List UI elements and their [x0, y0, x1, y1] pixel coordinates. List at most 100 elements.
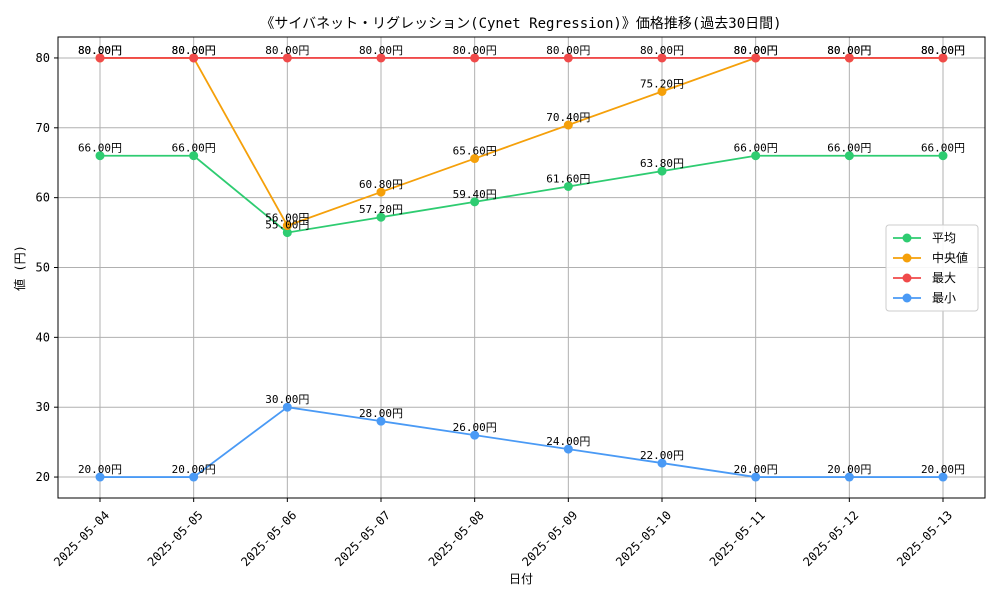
x-tick-label: 2025-05-09: [519, 508, 580, 569]
data-point-最小: [563, 444, 573, 454]
y-tick-label: 80: [36, 51, 50, 65]
data-point-中央値: [657, 86, 667, 96]
legend-label: 最大: [932, 271, 956, 285]
data-point-最大: [657, 53, 667, 63]
x-tick-label: 2025-05-07: [332, 508, 393, 569]
series-line-中央値: [100, 57, 943, 227]
y-tick-label: 20: [36, 470, 50, 484]
data-point-最大: [470, 53, 480, 63]
data-label: 24.00円: [546, 435, 590, 448]
data-label: 80.00円: [827, 44, 871, 57]
y-tick-label: 40: [36, 330, 50, 344]
data-point-最大: [95, 53, 105, 63]
data-point-最小: [282, 402, 292, 412]
data-point-最小: [189, 472, 199, 482]
data-point-最大: [189, 53, 199, 63]
data-label: 70.40円: [546, 111, 590, 124]
data-label: 20.00円: [172, 463, 216, 476]
data-point-平均: [282, 228, 292, 238]
data-label: 80.00円: [640, 44, 684, 57]
data-label: 20.00円: [827, 463, 871, 476]
y-axis-label: 値 (円): [12, 245, 27, 291]
data-point-最小: [470, 430, 480, 440]
data-point-最大: [563, 53, 573, 63]
data-label: 20.00円: [78, 463, 122, 476]
data-point-最大: [282, 53, 292, 63]
series-line-最小: [100, 406, 943, 478]
data-label: 80.00円: [453, 44, 497, 57]
data-point-最小: [938, 472, 948, 482]
data-point-中央値: [563, 120, 573, 130]
series-line-平均: [100, 154, 943, 234]
x-axis-label: 日付: [509, 572, 533, 586]
data-label: 80.00円: [78, 44, 122, 57]
data-label: 26.00円: [453, 421, 497, 434]
data-point-平均: [189, 151, 199, 161]
data-label: 80.00円: [265, 44, 309, 57]
data-point-最小: [657, 458, 667, 468]
x-tick-label: 2025-05-08: [426, 508, 487, 569]
x-tick-label: 2025-05-11: [707, 508, 768, 569]
data-label: 80.00円: [827, 44, 871, 57]
data-point-最小: [751, 472, 761, 482]
data-label: 66.00円: [172, 142, 216, 155]
legend-label: 平均: [932, 231, 956, 245]
legend-marker: [902, 253, 912, 263]
data-label: 22.00円: [640, 449, 684, 462]
data-label: 59.40円: [453, 188, 497, 201]
data-label: 80.00円: [78, 44, 122, 57]
legend-marker: [902, 233, 912, 243]
data-labels: 66.00円 66.00円 55.00円 57.20円 59.40円 61.60円 63.8…: [78, 44, 965, 476]
data-label: 66.00円: [921, 142, 965, 155]
x-axis-ticks: 2025-05-04 2025-05-05 2025-05-06 2025-05-07…: [51, 498, 955, 569]
x-tick-label: 2025-05-10: [613, 508, 674, 569]
data-point-平均: [563, 181, 573, 191]
data-label: 80.00円: [734, 44, 778, 57]
legend-box: [885, 224, 979, 312]
data-label: 61.60円: [546, 172, 590, 185]
y-tick-label: 60: [36, 191, 50, 205]
legend-marker: [902, 293, 912, 303]
data-label: 80.00円: [172, 44, 216, 57]
data-label: 66.00円: [827, 142, 871, 155]
chart-title: 《サイバネット・リグレッション(Cynet Regression)》価格推移(過…: [260, 16, 781, 32]
legend-label: 中央値: [932, 250, 968, 265]
x-tick-label: 2025-05-06: [238, 508, 299, 569]
data-label: 56.00円: [265, 212, 309, 225]
data-point-平均: [657, 166, 667, 176]
x-tick-label: 2025-05-12: [800, 508, 861, 569]
data-point-中央値: [376, 187, 386, 197]
grid: [58, 37, 985, 498]
data-label: 80.00円: [172, 44, 216, 57]
y-tick-label: 70: [36, 121, 50, 135]
data-point-最大: [938, 53, 948, 63]
x-tick-label: 2025-05-04: [51, 508, 112, 569]
data-label: 80.00円: [359, 44, 403, 57]
data-label: 80.00円: [921, 44, 965, 57]
data-point-中央値: [470, 154, 480, 164]
data-label: 63.80円: [640, 157, 684, 170]
y-tick-label: 50: [36, 261, 50, 275]
data-label: 57.20円: [359, 203, 403, 216]
y-tick-label: 30: [36, 400, 50, 414]
data-label: 55.00円: [265, 219, 309, 232]
data-point-最小: [376, 416, 386, 426]
series-lines: [95, 53, 948, 482]
data-point-中央値: [282, 221, 292, 231]
data-point-最小: [95, 472, 105, 482]
y-axis-ticks: 20 30 40 50 60 70 80: [36, 51, 58, 484]
data-label: 60.80円: [359, 178, 403, 191]
data-point-最小: [844, 472, 854, 482]
data-label: 28.00円: [359, 407, 403, 420]
data-label: 80.00円: [546, 44, 590, 57]
data-label: 80.00円: [734, 44, 778, 57]
legend-marker: [902, 273, 912, 283]
data-label: 65.60円: [453, 145, 497, 158]
legend-label: 最小: [932, 291, 956, 305]
data-point-平均: [376, 212, 386, 222]
data-point-平均: [470, 197, 480, 207]
data-point-最大: [751, 53, 761, 63]
data-label: 66.00円: [734, 142, 778, 155]
